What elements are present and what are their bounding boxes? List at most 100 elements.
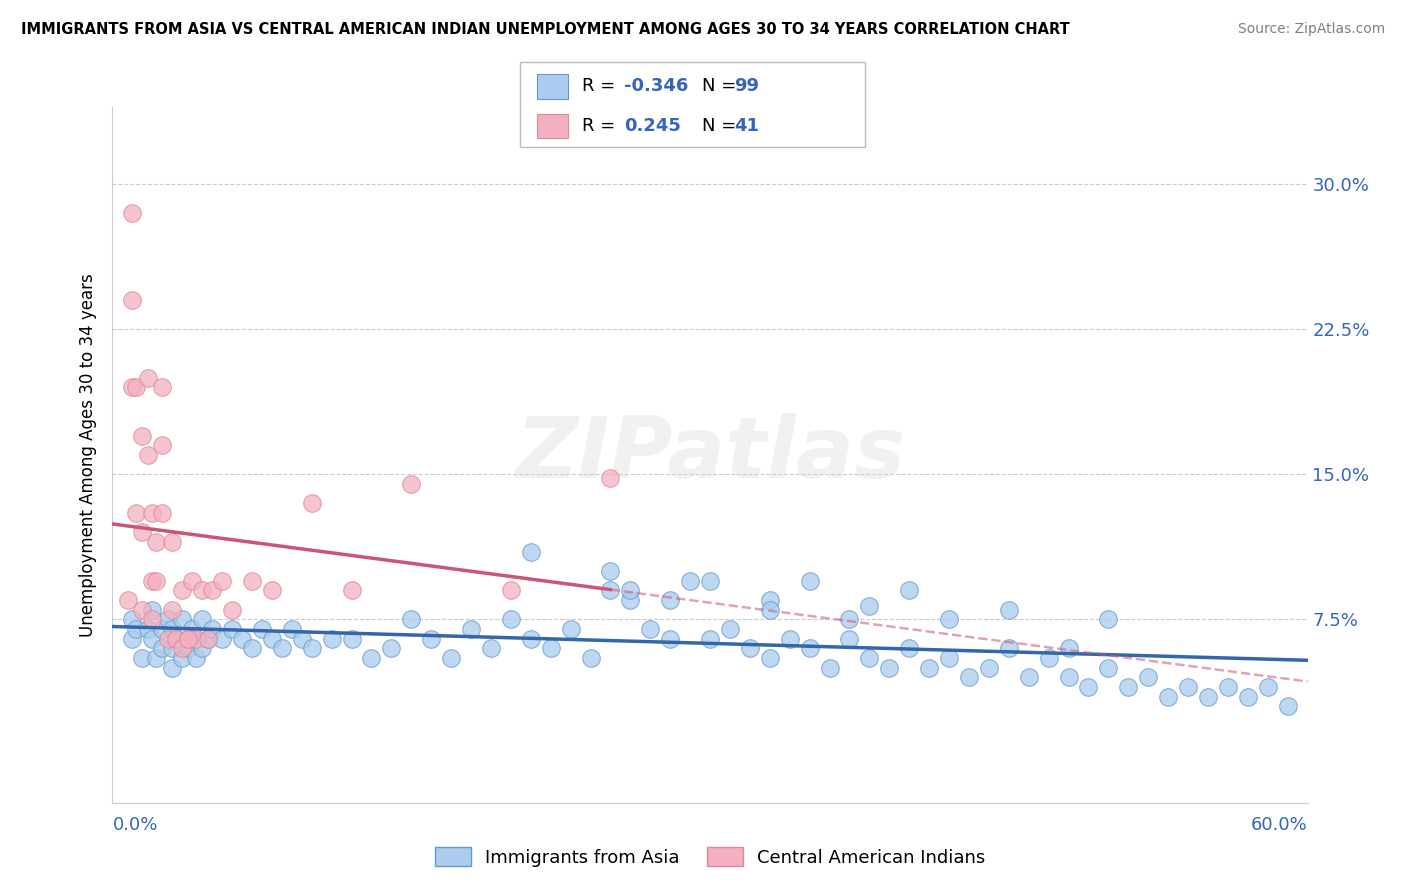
Point [718,622,741,636]
Point [131,651,153,665]
Point [1177,680,1199,694]
Y-axis label: Unemployment Among Ages 30 to 34 years: Unemployment Among Ages 30 to 34 years [79,273,97,637]
Point [659,632,682,646]
Point [150,506,173,520]
Point [599,471,621,485]
Point [162,622,183,636]
Point [172,612,194,626]
Point [150,622,173,636]
Point [191,641,214,656]
Point [165,632,187,646]
Point [1097,612,1119,626]
Point [150,438,173,452]
Point [401,477,423,491]
Point [579,651,602,665]
Point [240,641,263,656]
Point [121,380,143,394]
Point [838,632,860,646]
Point [141,632,163,646]
Point [440,651,463,665]
Point [699,632,721,646]
Point [145,535,167,549]
Point [138,448,160,462]
Point [131,525,153,540]
Point [1018,670,1040,684]
Point [191,612,214,626]
Point [858,599,880,613]
Point [1038,651,1060,665]
Point [638,622,662,636]
Point [177,641,200,656]
Point [401,612,423,626]
Point [157,632,180,646]
Point [898,583,921,598]
Point [131,428,153,442]
Point [177,632,200,646]
Point [659,592,682,607]
Point [1137,670,1160,684]
Point [172,651,194,665]
Point [197,632,219,646]
Point [211,574,233,588]
Text: N =: N = [702,78,741,95]
Text: N =: N = [702,117,741,135]
Point [141,602,163,616]
Point [838,612,860,626]
Point [141,612,163,626]
Point [157,612,180,626]
Point [957,670,980,684]
Point [162,602,183,616]
Text: -0.346: -0.346 [624,78,689,95]
Point [201,622,224,636]
Legend: Immigrants from Asia, Central American Indians: Immigrants from Asia, Central American I… [427,840,993,874]
Point [131,602,153,616]
Point [201,583,224,598]
Point [738,641,761,656]
Text: Source: ZipAtlas.com: Source: ZipAtlas.com [1237,22,1385,37]
Point [221,602,243,616]
Point [560,622,582,636]
Point [340,583,363,598]
Point [818,660,841,674]
Point [121,293,143,308]
Text: R =: R = [582,78,621,95]
Point [340,632,363,646]
Point [281,622,304,636]
Point [479,641,502,656]
Point [231,632,253,646]
Point [172,641,194,656]
Point [121,612,143,626]
Point [181,574,204,588]
Point [998,641,1021,656]
Point [499,612,522,626]
Point [858,651,880,665]
Point [520,544,543,558]
Point [1057,670,1080,684]
Point [221,622,243,636]
Point [117,592,139,607]
Point [460,622,482,636]
Text: IMMIGRANTS FROM ASIA VS CENTRAL AMERICAN INDIAN UNEMPLOYMENT AMONG AGES 30 TO 34: IMMIGRANTS FROM ASIA VS CENTRAL AMERICAN… [21,22,1070,37]
Point [141,574,163,588]
Point [121,632,143,646]
Point [211,632,233,646]
Text: 0.0%: 0.0% [112,816,157,834]
Point [420,632,443,646]
Point [1237,690,1260,704]
Point [145,574,167,588]
Point [181,632,204,646]
Point [679,574,702,588]
Point [1197,690,1219,704]
Point [918,660,941,674]
Point [977,660,1000,674]
Point [1077,680,1099,694]
Point [177,632,200,646]
Point [1277,699,1299,714]
Point [162,535,183,549]
Point [125,622,148,636]
Point [759,651,782,665]
Point [599,564,621,578]
Point [938,612,960,626]
Point [186,632,208,646]
Point [938,651,960,665]
